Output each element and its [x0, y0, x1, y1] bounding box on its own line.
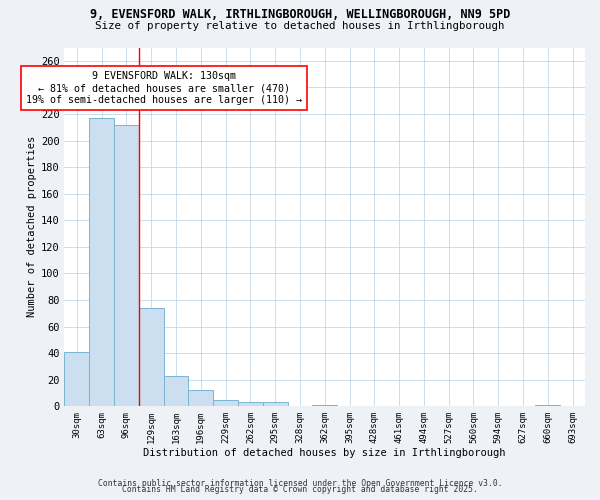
- Bar: [164, 376, 188, 406]
- X-axis label: Distribution of detached houses by size in Irthlingborough: Distribution of detached houses by size …: [143, 448, 506, 458]
- Bar: [89, 118, 114, 406]
- Text: Size of property relative to detached houses in Irthlingborough: Size of property relative to detached ho…: [95, 21, 505, 31]
- Bar: [64, 352, 89, 406]
- Bar: [535, 405, 560, 406]
- Y-axis label: Number of detached properties: Number of detached properties: [26, 136, 37, 318]
- Bar: [213, 400, 238, 406]
- Bar: [139, 308, 164, 406]
- Bar: [188, 390, 213, 406]
- Text: 9 EVENSFORD WALK: 130sqm
← 81% of detached houses are smaller (470)
19% of semi-: 9 EVENSFORD WALK: 130sqm ← 81% of detach…: [26, 72, 302, 104]
- Text: Contains public sector information licensed under the Open Government Licence v3: Contains public sector information licen…: [98, 478, 502, 488]
- Text: Contains HM Land Registry data © Crown copyright and database right 2025.: Contains HM Land Registry data © Crown c…: [122, 484, 478, 494]
- Bar: [238, 402, 263, 406]
- Bar: [114, 124, 139, 406]
- Bar: [263, 402, 287, 406]
- Bar: [313, 405, 337, 406]
- Text: 9, EVENSFORD WALK, IRTHLINGBOROUGH, WELLINGBOROUGH, NN9 5PD: 9, EVENSFORD WALK, IRTHLINGBOROUGH, WELL…: [90, 8, 510, 20]
